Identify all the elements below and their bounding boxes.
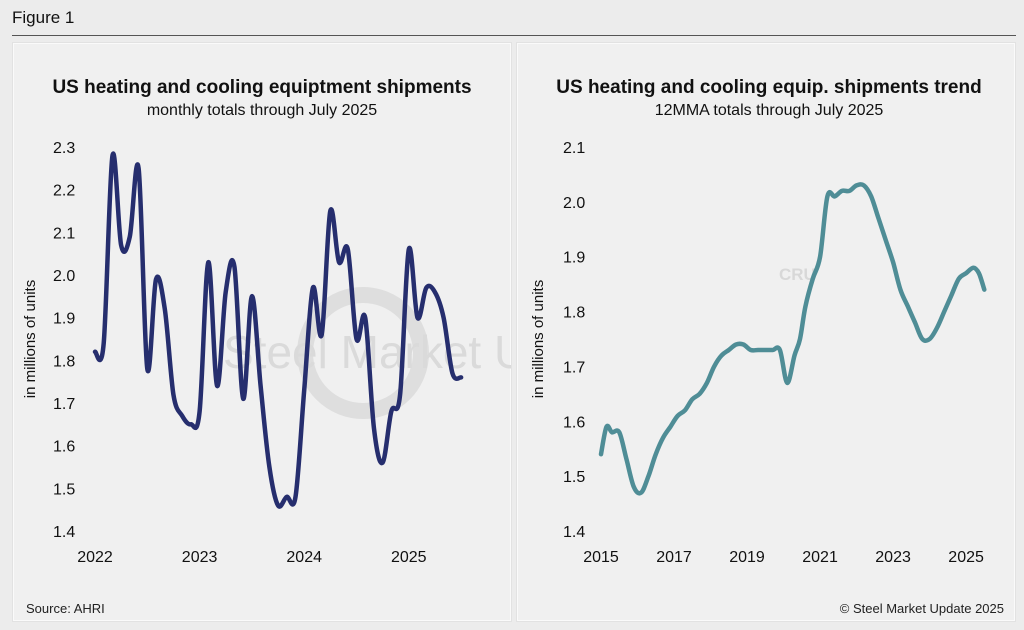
- left-y-axis-label: in millions of units: [22, 280, 39, 398]
- right-chart-title: US heating and cooling equip. shipments …: [556, 77, 981, 98]
- source-note: Source: AHRI: [26, 601, 105, 616]
- right-y-tick-label: 1.6: [563, 414, 585, 431]
- left-chart-subtitle: monthly totals through July 2025: [147, 102, 377, 119]
- right-x-tick-label: 2015: [583, 549, 619, 566]
- right-chart-subtitle: 12MMA totals through July 2025: [655, 102, 884, 119]
- left-x-tick-label: 2022: [77, 549, 113, 566]
- right-y-tick-label: 1.9: [563, 250, 585, 267]
- right-y-tick-label: 1.8: [563, 305, 585, 322]
- top-rule: [12, 35, 1016, 36]
- left-x-tick-label: 2024: [286, 549, 322, 566]
- figure-label: Figure 1: [12, 8, 75, 27]
- right-y-tick-label: 1.5: [563, 469, 585, 486]
- right-y-axis-label: in millions of units: [530, 280, 547, 398]
- left-y-tick-label: 2.0: [53, 268, 75, 285]
- right-chart-svg: CRU US heating and cooling equip. shipmen…: [530, 77, 987, 566]
- left-x-tick-label: 2025: [391, 549, 427, 566]
- left-chart-title: US heating and cooling equiptment shipme…: [52, 77, 471, 98]
- right-y-tick-label: 2.0: [563, 195, 585, 212]
- left-series-line: [92, 151, 464, 509]
- left-x-tick-label: 2023: [182, 549, 218, 566]
- left-chart-panel: Steel Market UpdateUS heating and coolin…: [12, 42, 512, 622]
- right-x-tick-label: 2025: [948, 549, 984, 566]
- copyright-note: © Steel Market Update 2025: [839, 601, 1004, 616]
- right-x-tick-label: 2019: [729, 549, 765, 566]
- left-y-tick-label: 1.7: [53, 396, 75, 413]
- left-y-tick-label: 2.1: [53, 225, 75, 242]
- right-x-tick-label: 2017: [656, 549, 692, 566]
- right-y-tick-label: 1.4: [563, 524, 585, 541]
- left-y-tick-label: 2.3: [53, 140, 75, 157]
- right-x-tick-label: 2021: [802, 549, 838, 566]
- right-y-tick-label: 1.7: [563, 359, 585, 376]
- left-y-tick-label: 1.5: [53, 481, 75, 498]
- right-y-tick-label: 2.1: [563, 140, 585, 157]
- left-y-tick-label: 1.8: [53, 353, 75, 370]
- right-chart-panel: CRU US heating and cooling equip. shipmen…: [516, 42, 1016, 622]
- right-x-tick-label: 2023: [875, 549, 911, 566]
- right-series-line: [598, 182, 987, 496]
- watermark-logo-text: CRU: [779, 265, 816, 284]
- left-y-tick-label: 1.6: [53, 439, 75, 456]
- left-y-tick-label: 2.2: [53, 183, 75, 200]
- left-chart-svg: Steel Market UpdateUS heating and coolin…: [22, 77, 511, 566]
- left-y-tick-label: 1.9: [53, 311, 75, 328]
- left-y-tick-label: 1.4: [53, 524, 75, 541]
